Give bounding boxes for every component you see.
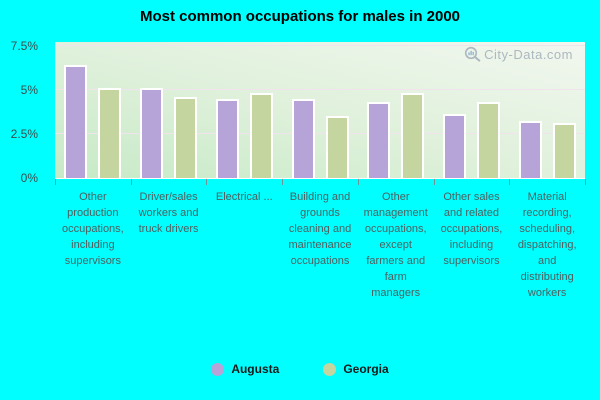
x-tick <box>130 179 132 185</box>
x-axis-label: Other production occupations, including … <box>61 191 124 267</box>
x-tick <box>206 179 208 185</box>
gridline <box>55 133 585 134</box>
legend-item: Augusta <box>211 362 279 376</box>
city-data-watermark: City-Data.com <box>464 46 573 63</box>
x-tick <box>55 179 56 185</box>
y-axis: 7.5% 5% 2.5% 0% <box>0 39 48 185</box>
bar-group <box>282 42 358 178</box>
bar-group <box>131 42 207 178</box>
magnifier-icon <box>465 46 481 62</box>
bar-group <box>434 42 510 178</box>
bar-augusta <box>291 98 315 178</box>
bar-georgia <box>476 102 500 178</box>
legend-label: Georgia <box>343 362 389 376</box>
watermark-text: City-Data.com <box>484 47 573 62</box>
bar-georgia <box>401 93 425 178</box>
chart-title: Most common occupations for males in 200… <box>139 8 461 25</box>
bar-georgia <box>174 96 198 178</box>
bar-georgia <box>98 88 122 178</box>
legend-dot <box>323 362 337 376</box>
x-axis-ticks <box>55 179 586 186</box>
bar-augusta <box>367 102 391 178</box>
x-tick <box>282 179 284 185</box>
gridline <box>55 89 585 90</box>
x-axis-label: Other sales and related occupations, inc… <box>440 191 503 267</box>
gridline <box>55 45 585 46</box>
x-axis-label: Building and grounds cleaning and mainte… <box>288 191 352 267</box>
x-axis-label: Electrical ... <box>215 191 273 203</box>
bar-georgia <box>325 116 349 178</box>
x-tick <box>357 179 359 185</box>
bar-group <box>358 42 434 178</box>
x-axis-label: Driver/sales workers and truck drivers <box>138 191 199 235</box>
bar-georgia <box>249 93 273 178</box>
legend-item: Georgia <box>323 362 389 376</box>
legend-dot <box>211 362 225 376</box>
x-tick <box>585 179 586 185</box>
plot-area: City-Data.com <box>55 42 585 179</box>
bar-group <box>55 42 131 178</box>
x-tick <box>509 179 511 185</box>
legend-label: Augusta <box>231 362 280 376</box>
y-tick-label: 2.5% <box>10 127 38 141</box>
x-tick <box>433 179 435 185</box>
legend: Augusta Georgia <box>0 362 600 376</box>
bar-group <box>509 42 585 178</box>
bar-augusta <box>442 114 466 178</box>
bar-series-container <box>55 42 585 178</box>
y-tick-label: 5% <box>20 83 38 97</box>
bar-augusta <box>140 88 164 178</box>
x-axis-label: Material recording, scheduling, dispatch… <box>517 191 577 299</box>
bar-augusta <box>215 98 239 178</box>
y-tick-label: 0% <box>20 171 38 185</box>
bar-augusta <box>518 121 542 178</box>
y-tick-label: 7.5% <box>10 39 38 53</box>
x-axis-labels: Other production occupations, including … <box>55 190 585 302</box>
bar-georgia <box>552 123 576 178</box>
bar-group <box>206 42 282 178</box>
x-axis-label: Other management occupations, except far… <box>363 191 428 299</box>
bar-augusta <box>64 65 88 178</box>
